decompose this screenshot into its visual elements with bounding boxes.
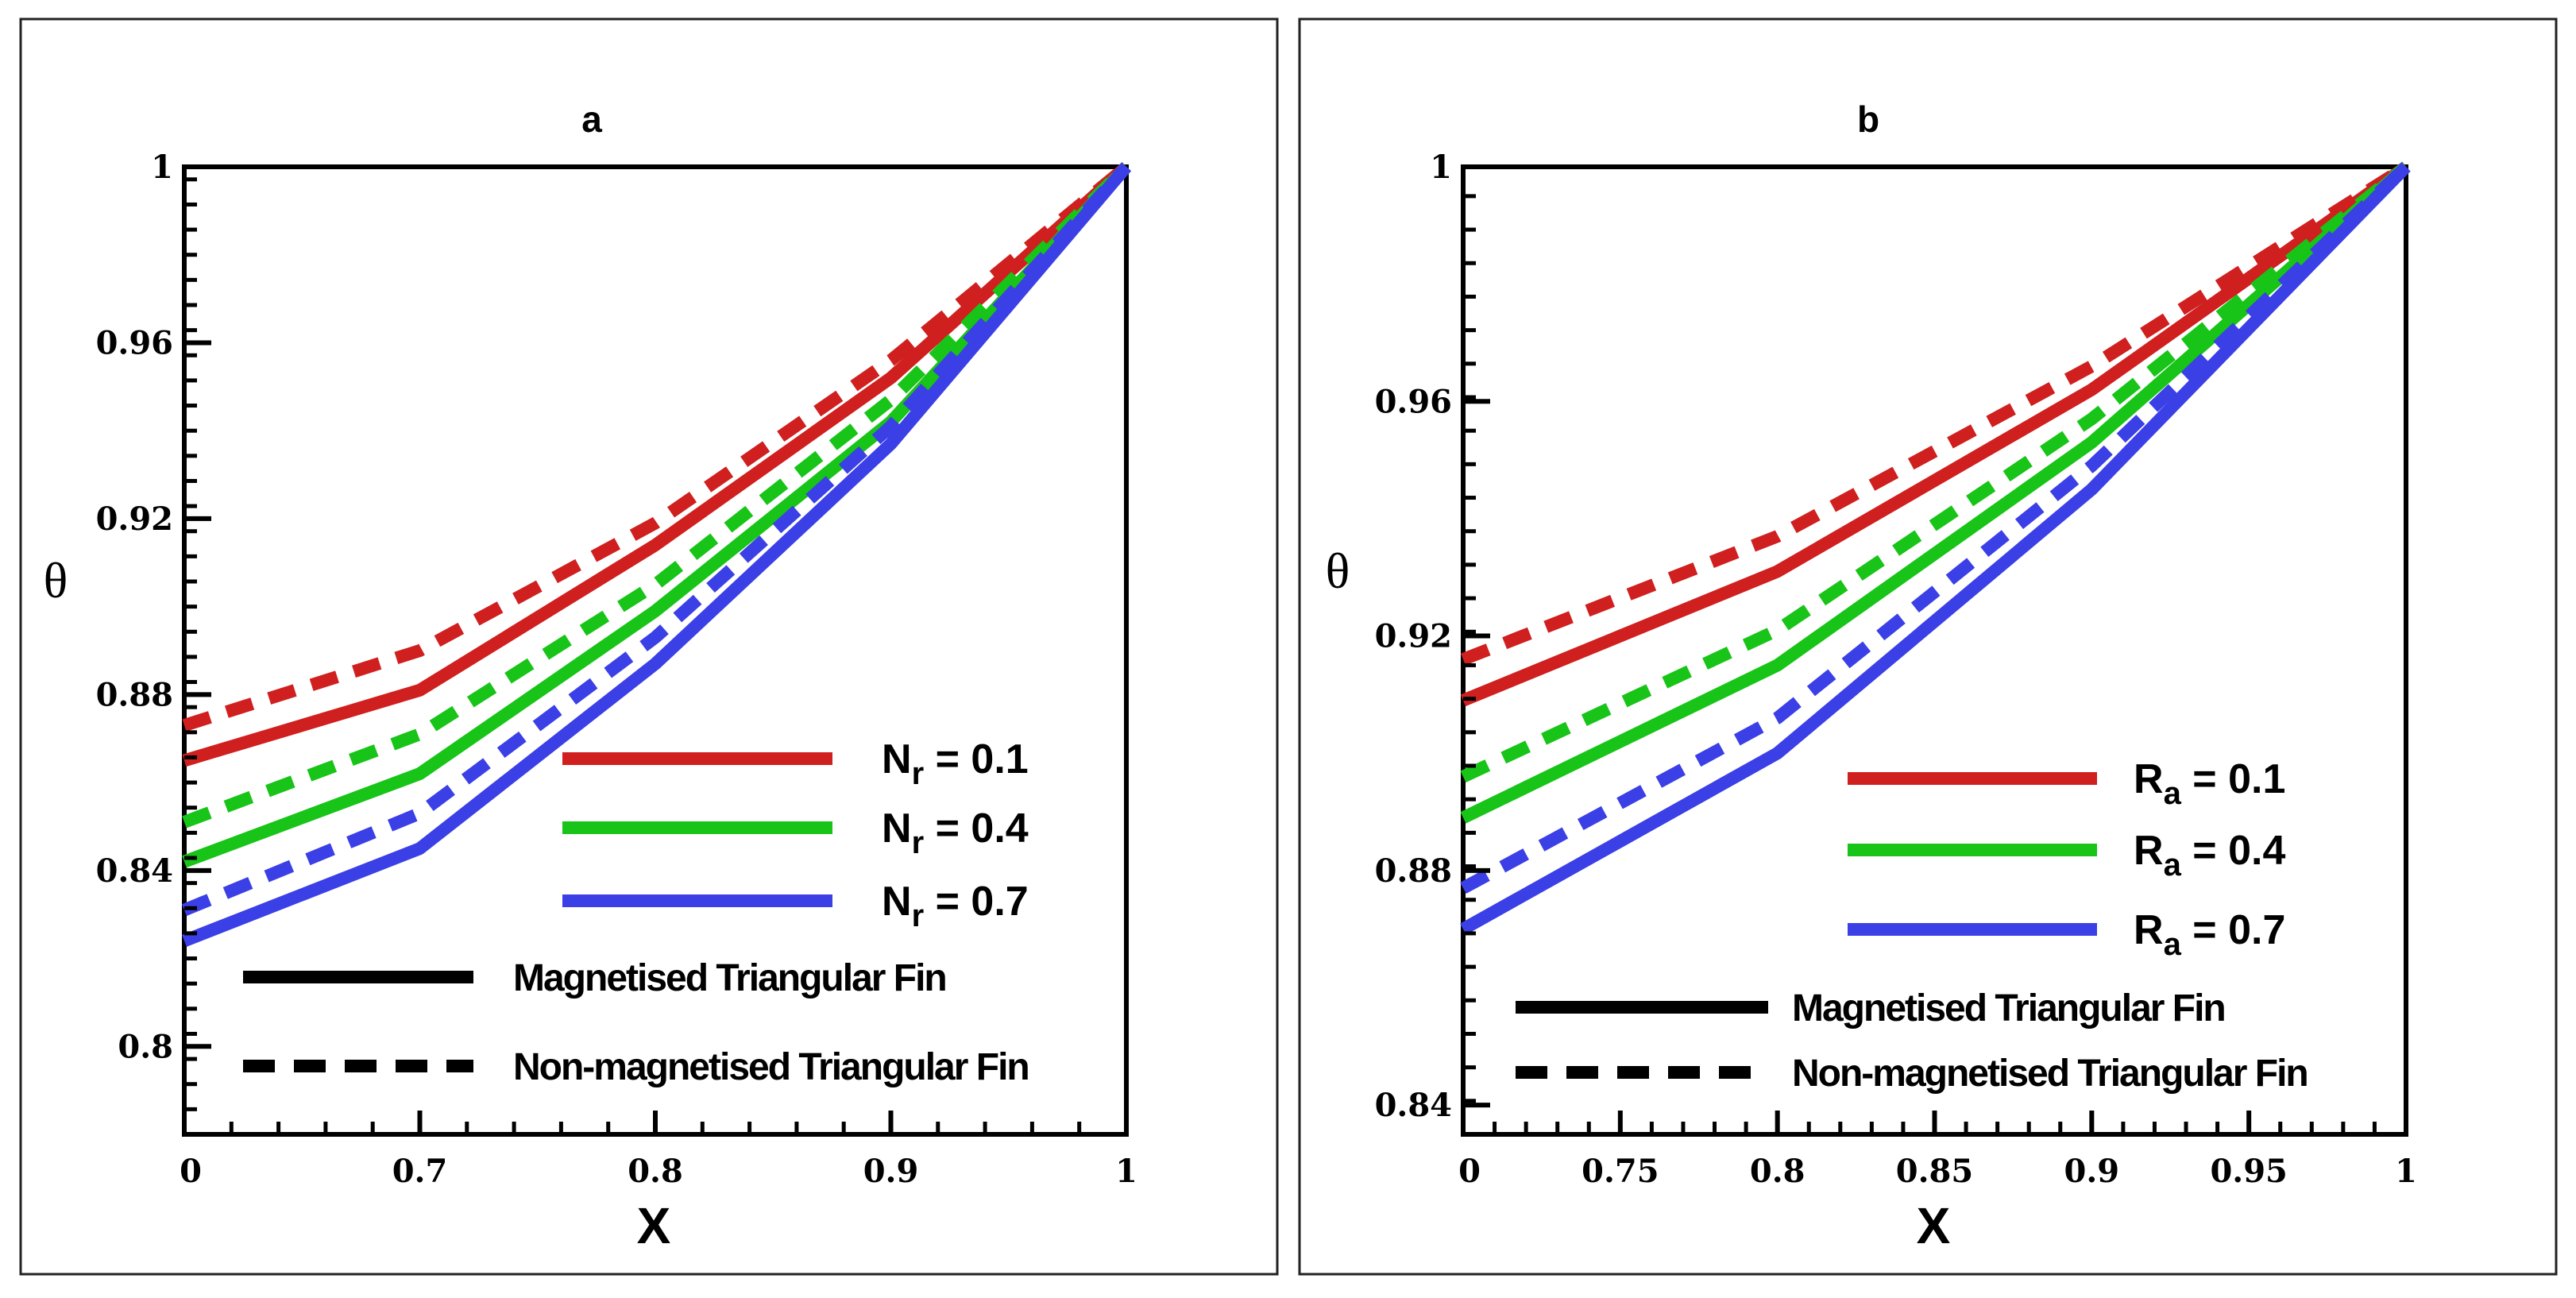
panel-b-series-solid-2 [1460,161,2411,824]
panel-a-y-tick-label: 0.8 [118,1028,173,1065]
panel-a-legend-label: Nr = 0.4 [882,805,1029,860]
panel-a-title: a [581,99,602,140]
panel-a: a X θ 0 0.7 0.8 0.9 1 0.8 0.84 0.88 0.92 0.96 1 Nr … [19,17,1279,1276]
panel-b-series-solid-4 [1460,162,2411,935]
panel-a-x-tick-label: 0 [180,1153,202,1190]
panel-a-legend-style-label: Non-magnetised Triangular Fin [513,1046,1029,1088]
panel-a-y-tick-label: 0.84 [96,852,173,890]
panel-b-series-solid-0 [1460,161,2410,707]
panel-b-x-tick-label: 0.95 [2210,1153,2287,1190]
panel-a-series-solid-0 [182,162,1131,767]
panel-a-x-tick-label: 0.7 [392,1153,448,1190]
panel-b-y-axis-label: θ [1326,543,1350,599]
panel-b-series-dashed-1 [1461,161,2410,666]
panel-b-x-tick-label: 1 [2395,1153,2417,1190]
panel-b-legend-label: Ra = 0.1 [2134,756,2285,811]
panel-a-legend-label: Nr = 0.7 [882,879,1029,933]
panel-a-series-solid-4 [182,162,1132,947]
panel-b-y-tick-label: 0.92 [1375,618,1452,655]
panel-b-y-tick-label: 0.88 [1375,852,1452,890]
panel-a-y-axis-label: θ [44,552,68,608]
panel-a-series-dashed-1 [182,161,1131,732]
panel-a-x-tick-label: 1 [1115,1153,1137,1190]
panel-b: b X θ 0 0.75 0.8 0.85 0.9 0.95 1 0.84 0.88 0.92 0.… [1298,17,2558,1276]
panel-a-x-tick-label: 0.9 [863,1153,919,1190]
panel-b-series-dashed-3 [1460,161,2411,782]
panel-b-legend-style-label: Magnetised Triangular Fin [1792,987,2225,1030]
panel-a-legend-label: Nr = 0.1 [882,736,1029,791]
panel-b-y-tick-label: 0.96 [1375,383,1452,420]
panel-b-x-axis-label: X [1917,1197,1951,1254]
panel-b-x-tick-label: 0.9 [2064,1153,2120,1190]
panel-a-x-tick-label: 0.8 [628,1153,683,1190]
panel-a-series-dashed-5 [181,162,1131,917]
panel-a-y-tick-label: 0.92 [96,500,173,538]
panel-a-legend-style-label: Magnetised Triangular Fin [513,957,946,999]
panel-b-series-dashed-5 [1460,162,2411,894]
panel-b-x-tick-label: 0.85 [1896,1153,1973,1190]
panel-b-legend-label: Ra = 0.4 [2134,828,2285,883]
panel-a-x-axis-label: X [637,1197,671,1254]
panel-b-y-tick-label: 1 [1430,149,1452,186]
panel-b-title: b [1857,99,1879,140]
panel-a-y-tick-label: 0.96 [96,324,173,361]
panel-a-series-dashed-3 [182,162,1131,829]
panel-b-y-tick-label: 0.84 [1375,1087,1452,1124]
panel-a-y-tick-label: 1 [151,149,173,186]
panel-b-x-tick-label: 0.75 [1582,1153,1659,1190]
panel-b-legend-label: Ra = 0.7 [2134,907,2285,962]
panel-b-x-tick-label: 0.8 [1750,1153,1806,1190]
panel-b-x-tick-label: 0 [1458,1153,1481,1190]
panel-b-legend-style-label: Non-magnetised Triangular Fin [1792,1053,2308,1095]
panel-a-y-tick-label: 0.88 [96,676,173,713]
